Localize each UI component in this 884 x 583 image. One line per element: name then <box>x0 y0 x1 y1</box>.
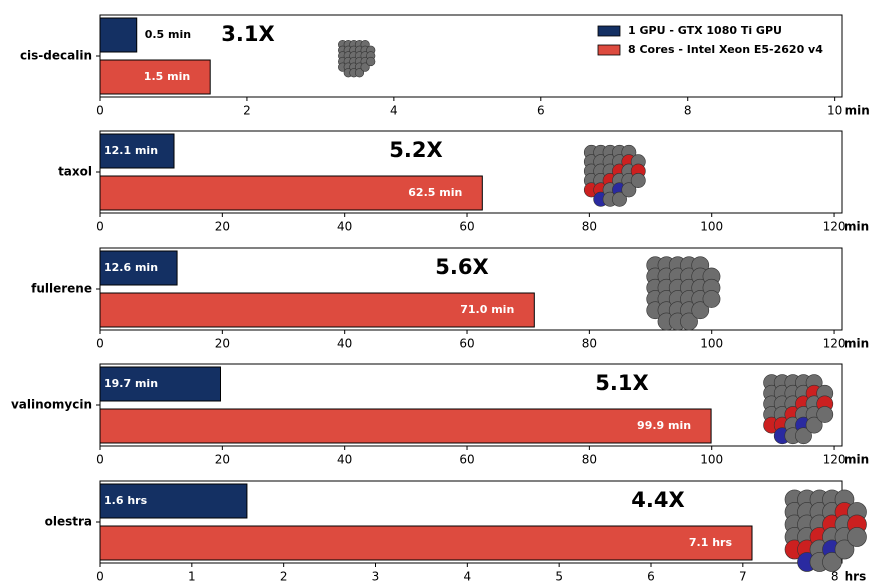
x-tick-label: 8 <box>831 570 839 583</box>
x-tick-label: 0 <box>96 570 104 583</box>
x-axis-unit: min <box>844 453 869 467</box>
x-tick-label: 0 <box>96 337 104 351</box>
legend-swatch <box>597 44 621 56</box>
x-tick-label: 120 <box>823 453 846 467</box>
atom <box>360 62 370 72</box>
x-tick-label: 80 <box>582 453 597 467</box>
x-tick-label: 40 <box>337 453 352 467</box>
value-label: 62.5 min <box>408 186 462 199</box>
bar <box>99 292 535 328</box>
x-tick-label: 6 <box>537 104 545 118</box>
x-tick-label: 40 <box>337 220 352 234</box>
speedup-annotation: 4.4X <box>631 488 684 512</box>
value-label: 12.6 min <box>104 261 158 274</box>
legend-label: 8 Cores - Intel Xeon E5-2620 v4 <box>628 43 823 56</box>
value-label: 0.5 min <box>145 28 191 41</box>
legend-label: 1 GPU - GTX 1080 Ti GPU <box>628 24 782 37</box>
x-axis-unit: min <box>844 220 869 234</box>
atom <box>612 191 627 207</box>
x-tick-label: 6 <box>647 570 655 583</box>
legend-swatch <box>597 25 621 37</box>
bar <box>99 133 175 169</box>
x-axis-unit: hrs <box>845 570 867 583</box>
category-label: cis-decalin <box>20 49 92 63</box>
x-tick-label: 60 <box>459 453 474 467</box>
x-tick-label: 60 <box>459 220 474 234</box>
bar <box>99 408 712 444</box>
category-label: fullerene <box>31 282 92 296</box>
x-tick-label: 20 <box>215 220 230 234</box>
x-tick-label: 0 <box>96 104 104 118</box>
atom <box>795 427 812 445</box>
x-tick-label: 120 <box>823 220 846 234</box>
molecule-image <box>338 40 376 78</box>
x-tick-label: 80 <box>582 337 597 351</box>
bar <box>99 59 211 95</box>
speedup-annotation: 3.1X <box>221 22 274 46</box>
value-label: 71.0 min <box>460 303 514 316</box>
bar <box>99 525 753 561</box>
value-label: 1.5 min <box>144 70 190 83</box>
molecule-image <box>646 256 721 331</box>
x-tick-label: 100 <box>700 337 723 351</box>
x-tick-label: 0 <box>96 453 104 467</box>
x-tick-label: 1 <box>188 570 196 583</box>
molecule-image <box>763 374 834 445</box>
speedup-annotation: 5.2X <box>389 138 442 162</box>
x-tick-label: 3 <box>372 570 380 583</box>
atom <box>691 301 710 320</box>
atom <box>816 406 834 423</box>
atom <box>366 56 376 67</box>
speedup-annotation: 5.1X <box>595 371 648 395</box>
bar <box>99 483 248 519</box>
bar <box>99 17 138 53</box>
atom <box>702 290 721 308</box>
atom <box>805 416 823 434</box>
bar <box>99 250 178 286</box>
x-tick-label: 60 <box>459 337 474 351</box>
x-tick-label: 80 <box>582 220 597 234</box>
value-label: 12.1 min <box>104 144 158 157</box>
x-tick-label: 100 <box>700 220 723 234</box>
atom <box>834 539 855 560</box>
x-tick-label: 2 <box>243 104 251 118</box>
x-tick-label: 7 <box>739 570 747 583</box>
x-tick-label: 40 <box>337 337 352 351</box>
category-label: taxol <box>58 165 92 179</box>
x-tick-label: 4 <box>390 104 398 118</box>
x-axis-unit: min <box>845 104 870 118</box>
atom <box>630 173 646 188</box>
x-tick-label: 10 <box>827 104 842 118</box>
bar <box>99 366 222 402</box>
atom <box>847 527 867 547</box>
x-tick-label: 5 <box>555 570 563 583</box>
x-axis-unit: min <box>844 337 869 351</box>
molecule-image <box>784 489 867 572</box>
x-tick-label: 100 <box>700 453 723 467</box>
bar <box>99 175 483 211</box>
x-tick-label: 2 <box>280 570 288 583</box>
x-tick-label: 8 <box>684 104 692 118</box>
atom <box>822 552 842 572</box>
category-label: olestra <box>45 515 92 529</box>
x-tick-label: 20 <box>215 453 230 467</box>
value-label: 7.1 hrs <box>689 536 733 549</box>
category-label: valinomycin <box>11 398 92 412</box>
value-label: 19.7 min <box>104 377 158 390</box>
x-tick-label: 120 <box>823 337 846 351</box>
value-label: 99.9 min <box>637 419 691 432</box>
x-tick-label: 20 <box>215 337 230 351</box>
atom <box>621 182 637 198</box>
x-tick-label: 4 <box>464 570 472 583</box>
value-label: 1.6 hrs <box>104 494 148 507</box>
x-tick-label: 0 <box>96 220 104 234</box>
speedup-annotation: 5.6X <box>435 255 488 279</box>
molecule-image <box>583 144 646 207</box>
atom <box>680 312 698 331</box>
atom <box>354 68 365 78</box>
